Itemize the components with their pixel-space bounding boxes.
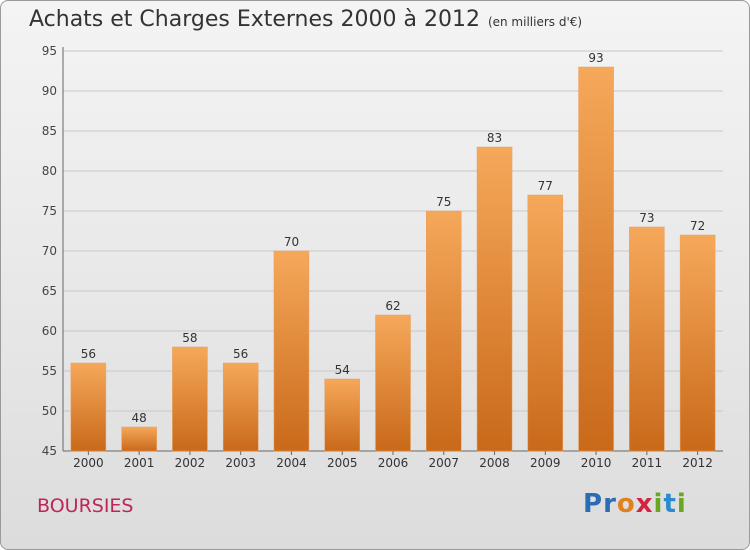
y-tick-label: 60 [42,324,57,338]
data-label: 48 [132,411,147,425]
x-tick-label: 2003 [225,456,256,470]
x-tick-label: 2008 [479,456,510,470]
y-tick-label: 50 [42,404,57,418]
bar [222,362,259,452]
logo-letter: t [663,489,677,519]
bar [172,346,208,452]
bar [629,226,665,452]
data-label: 56 [233,347,248,361]
logo-letter: o [616,489,636,519]
x-tick-label: 2009 [530,456,561,470]
bar [70,362,107,452]
data-label: 70 [284,235,299,249]
bar [375,314,411,452]
town-name: BOURSIES [37,495,134,517]
logo-letter: i [653,489,664,519]
logo-letter: x [635,489,654,519]
y-tick-label: 75 [42,204,57,218]
data-label: 77 [538,179,553,193]
data-label: 75 [436,195,451,209]
data-label: 54 [335,363,350,377]
y-tick-label: 55 [42,364,57,378]
data-label: 58 [182,331,197,345]
y-tick-label: 95 [42,44,57,58]
bar [578,66,614,452]
y-tick-label: 65 [42,284,57,298]
x-tick-label: 2005 [327,456,358,470]
logo-letter: r [603,489,617,519]
x-tick-label: 2001 [124,456,155,470]
proxiti-logo[interactable]: Proxiti [583,489,687,519]
data-label: 56 [81,347,96,361]
data-label: 83 [487,131,502,145]
data-label: 73 [639,211,654,225]
x-tick-label: 2010 [581,456,612,470]
chart-subtitle: (en milliers d'€) [487,15,583,29]
bar [324,378,360,452]
bar [426,210,462,452]
data-label: 72 [690,219,705,233]
tick-labels: 45 50 55 60 65 70 75 80 85 90 95 2000 2001 2002 2003 20… [42,44,713,470]
bar [527,194,564,452]
x-tick-label: 2006 [378,456,409,470]
y-tick-label: 80 [42,164,57,178]
y-tick-label: 45 [42,444,57,458]
x-tick-label: 2007 [428,456,459,470]
logo-letter: P [583,489,604,519]
x-tick-label: 2002 [175,456,206,470]
x-tick-label: 2011 [632,456,663,470]
logo-letter: i [676,489,687,519]
chart-title: Achats et Charges Externes 2000 à 2012 (e… [29,7,583,32]
x-tick-label: 2000 [73,456,104,470]
data-label: 93 [588,51,603,65]
bars [70,66,716,452]
y-tick-label: 70 [42,244,57,258]
data-labels: 56 48 58 56 70 54 62 75 83 77 93 73 72 [81,51,706,425]
x-tick-label: 2012 [682,456,713,470]
bar [679,234,716,452]
y-tick-label: 85 [42,124,57,138]
y-tick-label: 90 [42,84,57,98]
x-tick-label: 2004 [276,456,307,470]
bar [273,250,310,452]
bar [121,426,157,452]
data-label: 62 [385,299,400,313]
bar [476,146,513,452]
